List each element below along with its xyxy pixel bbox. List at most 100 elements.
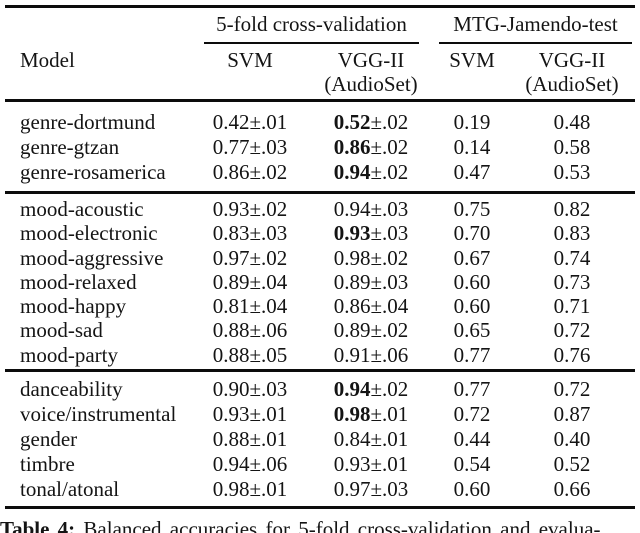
model-name-cell: genre-rosamerica: [20, 160, 166, 184]
cv-svm-cell: 0.88±.06: [212, 318, 288, 343]
test-svm-cell: 0.75: [453, 197, 491, 221]
model-name-cell: timbre: [20, 452, 75, 477]
table-row: mood-relaxed 0.89±.04 0.89±.03 0.60 0.73: [0, 270, 640, 294]
test-vgg-cell: 0.48: [553, 110, 591, 134]
cv-svm-cell: 0.83±.03: [212, 221, 288, 246]
test-vgg-cell: 0.76: [553, 342, 591, 367]
cv-svm-cell: 0.98±.01: [212, 477, 288, 502]
cv-svm-cell: 0.86±.02: [212, 160, 288, 184]
group-header-jamendo: MTG-Jamendo-test: [439, 12, 632, 44]
test-svm-cell: 0.19: [453, 110, 491, 134]
table-row: mood-electronic 0.83±.03 0.93±.03 0.70 0.83: [0, 221, 640, 245]
test-vgg-cell: 0.40: [553, 427, 591, 452]
test-svm-cell: 0.14: [453, 135, 491, 159]
test-vgg-cell: 0.52: [553, 452, 591, 477]
cv-vgg-cell: 0.94±.02: [333, 377, 409, 402]
cv-vgg-cell: 0.97±.03: [333, 477, 409, 502]
test-svm-cell: 0.60: [453, 294, 491, 319]
test-vgg-cell: 0.73: [553, 269, 591, 294]
table-row: timbre 0.94±.06 0.93±.01 0.54 0.52: [0, 452, 640, 477]
cv-vgg-cell: 0.86±.02: [333, 135, 409, 159]
model-name-cell: voice/instrumental: [20, 402, 177, 427]
cv-svm-cell: 0.97±.02: [212, 245, 288, 270]
model-column-header: Model: [20, 48, 75, 72]
section-1: genre-dortmund 0.42±.01 0.52±.02 0.19 0.48 ge…: [0, 102, 640, 191]
test-svm-cell: 0.77: [453, 377, 491, 402]
table-row: mood-acoustic 0.93±.02 0.94±.03 0.75 0.82: [0, 197, 640, 221]
table-row: mood-sad 0.88±.06 0.89±.02 0.65 0.72: [0, 318, 640, 342]
test-svm-header: SVM: [449, 48, 495, 72]
model-name-cell: mood-party: [20, 342, 118, 367]
model-name-cell: mood-acoustic: [20, 197, 144, 221]
table-header-sub: Model SVM VGG-II SVM VGG-II: [0, 47, 640, 73]
bottom-rule: [5, 506, 635, 510]
test-svm-cell: 0.47: [453, 160, 491, 184]
test-vgg-header: VGG-II: [538, 48, 606, 72]
table-row: mood-aggressive 0.97±.02 0.98±.02 0.67 0.74: [0, 246, 640, 270]
section-rule-2: [5, 369, 635, 373]
cv-vgg-cell: 0.52±.02: [333, 110, 409, 134]
section-2: mood-acoustic 0.93±.02 0.94±.03 0.75 0.82 moo…: [0, 194, 640, 369]
table-row: voice/instrumental 0.93±.01 0.98±.01 0.72 0.…: [0, 402, 640, 427]
test-vgg-cell: 0.53: [553, 160, 591, 184]
model-name-cell: genre-dortmund: [20, 110, 156, 134]
model-name-cell: mood-relaxed: [20, 269, 137, 294]
cv-vgg-cell: 0.94±.03: [333, 197, 409, 221]
caption-text: Balanced accuracies for 5-fold cross-val…: [83, 517, 601, 533]
cv-vgg-cell: 0.91±.06: [333, 342, 409, 367]
table-header-groups: 5-fold cross-validation MTG-Jamendo-test: [0, 12, 640, 44]
cv-svm-cell: 0.93±.01: [212, 402, 288, 427]
test-svm-cell: 0.77: [453, 342, 491, 367]
model-name-cell: mood-sad: [20, 318, 103, 343]
cv-vgg-cell: 0.98±.02: [333, 245, 409, 270]
test-svm-cell: 0.54: [453, 452, 491, 477]
test-vgg-cell: 0.72: [553, 318, 591, 343]
model-name-cell: tonal/atonal: [20, 477, 120, 502]
test-svm-cell: 0.44: [453, 427, 491, 452]
model-name-cell: mood-aggressive: [20, 245, 164, 270]
cv-svm-header: SVM: [227, 48, 273, 72]
cv-svm-cell: 0.89±.04: [212, 269, 288, 294]
section-rule-1: [5, 191, 635, 194]
test-vgg-cell: 0.83: [553, 221, 591, 246]
cv-svm-cell: 0.42±.01: [212, 110, 288, 134]
test-svm-cell: 0.60: [453, 269, 491, 294]
table-row: tonal/atonal 0.98±.01 0.97±.03 0.60 0.66: [0, 477, 640, 502]
cv-vgg-cell: 0.89±.02: [333, 318, 409, 343]
cv-svm-cell: 0.94±.06: [212, 452, 288, 477]
table-row: genre-dortmund 0.42±.01 0.52±.02 0.19 0.48: [0, 110, 640, 135]
model-name-cell: genre-gtzan: [20, 135, 120, 159]
section-3: danceability 0.90±.03 0.94±.02 0.77 0.72 voic…: [0, 372, 640, 506]
test-svm-cell: 0.60: [453, 477, 491, 502]
header-rule: [5, 99, 635, 102]
table-row: gender 0.88±.01 0.84±.01 0.44 0.40: [0, 427, 640, 452]
cv-svm-cell: 0.88±.01: [212, 427, 288, 452]
table-row: mood-happy 0.81±.04 0.86±.04 0.60 0.71: [0, 294, 640, 318]
cv-vgg-cell: 0.84±.01: [333, 427, 409, 452]
table-header-note: (AudioSet) (AudioSet): [0, 73, 640, 99]
caption-label: Table 4:: [0, 517, 76, 533]
test-svm-cell: 0.65: [453, 318, 491, 343]
table-row: genre-rosamerica 0.86±.02 0.94±.02 0.47 0.53: [0, 160, 640, 185]
test-svm-cell: 0.67: [453, 245, 491, 270]
cv-svm-cell: 0.90±.03: [212, 377, 288, 402]
cv-vgg-cell: 0.94±.02: [333, 160, 409, 184]
table-row: genre-gtzan 0.77±.03 0.86±.02 0.14 0.58: [0, 135, 640, 160]
table-row: mood-party 0.88±.05 0.91±.06 0.77 0.76: [0, 343, 640, 367]
test-vgg-cell: 0.72: [553, 377, 591, 402]
cv-vgg-cell: 0.98±.01: [333, 402, 409, 427]
model-name-cell: mood-happy: [20, 294, 127, 319]
cv-vgg-cell: 0.93±.01: [333, 452, 409, 477]
test-svm-cell: 0.72: [453, 402, 491, 427]
cv-svm-cell: 0.88±.05: [212, 342, 288, 367]
cv-vgg-header: VGG-II: [337, 48, 405, 72]
test-vgg-cell: 0.71: [553, 294, 591, 319]
test-vgg-cell: 0.87: [553, 402, 591, 427]
cv-svm-cell: 0.93±.02: [212, 197, 288, 221]
test-vgg-cell: 0.82: [553, 197, 591, 221]
table-caption: Table 4: Balanced accuracies for 5-fold …: [0, 517, 640, 533]
cv-vgg-cell: 0.89±.03: [333, 269, 409, 294]
group-header-cv: 5-fold cross-validation: [204, 12, 419, 44]
model-name-cell: mood-electronic: [20, 221, 158, 246]
